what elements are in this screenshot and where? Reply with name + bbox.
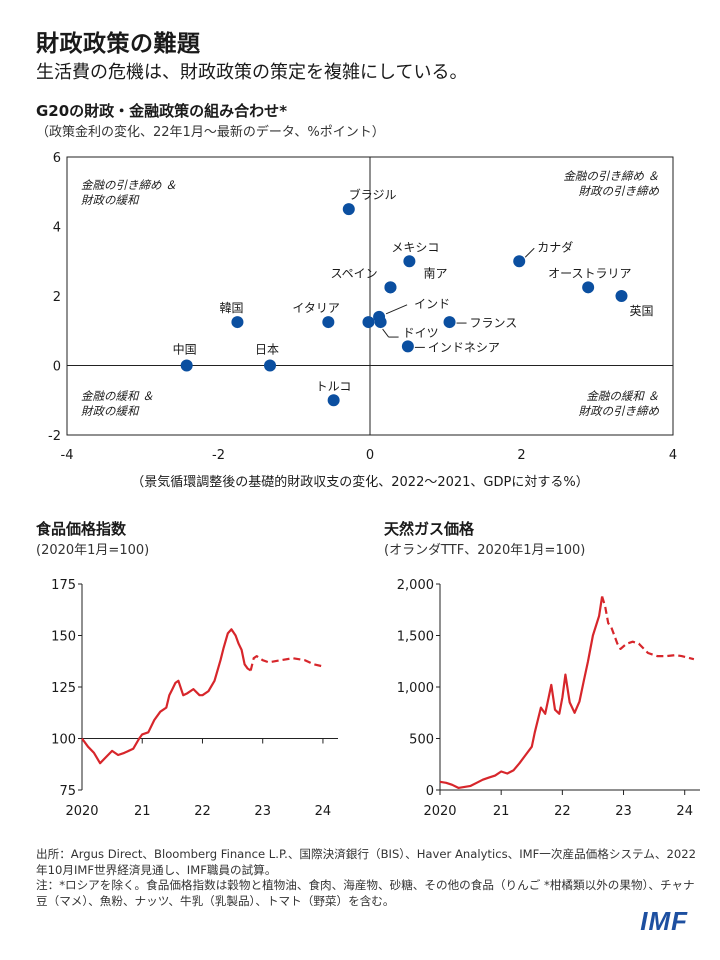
point-label: ドイツ — [403, 326, 439, 340]
scatter-point — [362, 316, 375, 329]
x-tick-label: 23 — [615, 804, 632, 819]
y-tick-label: 0 — [426, 784, 434, 799]
point-label: インドネシア — [428, 340, 500, 354]
scatter-point — [264, 359, 277, 372]
series-line-projection — [249, 655, 324, 671]
x-tick-label: 24 — [315, 804, 332, 819]
series-line-actual — [439, 596, 604, 789]
x-tick-label: 23 — [254, 804, 271, 819]
scatter-point — [374, 316, 387, 329]
quadrant-label: 金融の緩和 ＆ — [81, 389, 154, 403]
point-label: カナダ — [537, 239, 573, 254]
x-tick-label: 22 — [194, 804, 211, 819]
leader-line — [385, 304, 408, 315]
point-label: メキシコ — [391, 240, 439, 254]
quadrant-label: 財政の引き締め — [579, 184, 660, 198]
y-tick-label: 6 — [53, 151, 61, 166]
source-note: 出所：Argus Direct、Bloomberg Finance L.P.、国… — [36, 847, 696, 877]
y-tick-label: 500 — [409, 733, 434, 748]
scatter-point — [384, 281, 397, 294]
scatter-point — [322, 316, 335, 329]
x-tick-label: 21 — [134, 804, 151, 819]
x-tick-label: 0 — [366, 448, 374, 463]
y-tick-label: 2,000 — [397, 578, 434, 593]
page-title: 財政政策の難題 — [36, 31, 201, 57]
scatter-subtitle: （政策金利の変化、22年1月〜最新のデータ、%ポイント） — [36, 125, 385, 140]
point-label: 中国 — [173, 342, 197, 357]
scatter-title: G20の財政・金融政策の組み合わせ* — [36, 102, 288, 120]
x-tick-label: 24 — [676, 804, 693, 819]
x-tick-label: -2 — [212, 448, 225, 463]
y-tick-label: 2 — [53, 290, 61, 305]
scatter-point — [582, 281, 595, 294]
y-tick-label: 1,000 — [397, 681, 434, 696]
scatter-xlabel: （景気循環調整後の基礎的財政収支の変化、2022〜2021、GDPに対する%） — [131, 475, 589, 490]
point-label: イタリア — [292, 301, 340, 315]
scatter-point — [401, 340, 414, 353]
quadrant-label: 財政の緩和 — [81, 404, 140, 418]
scatter-point — [342, 203, 355, 216]
quadrant-label: 財政の緩和 — [81, 193, 140, 207]
quadrant-label: 金融の緩和 ＆ — [586, 389, 659, 403]
imf-logo: IMF — [640, 906, 688, 936]
x-tick-label: 4 — [669, 448, 677, 463]
x-tick-label: 21 — [493, 804, 510, 819]
y-tick-label: 4 — [53, 221, 61, 236]
scatter-point — [180, 359, 193, 372]
x-tick-label: -4 — [61, 448, 74, 463]
point-label: オーストラリア — [548, 266, 631, 280]
x-tick-label: 22 — [554, 804, 571, 819]
quadrant-label: 財政の引き締め — [579, 404, 660, 418]
scatter-point — [615, 290, 628, 302]
scatter-point — [443, 316, 456, 329]
y-tick-label: 100 — [51, 733, 76, 748]
x-tick-label: 2020 — [423, 804, 456, 819]
quadrant-label: 金融の引き締め ＆ — [563, 169, 659, 183]
y-tick-label: -2 — [48, 429, 61, 444]
scatter-point — [327, 394, 340, 407]
food-chart-title: 食品価格指数 — [36, 520, 127, 538]
point-label: ブラジル — [349, 187, 397, 202]
point-label: スペイン — [330, 266, 377, 280]
y-tick-label: 1,500 — [397, 630, 434, 645]
scatter-point — [403, 255, 416, 268]
leader-line — [524, 247, 535, 258]
x-tick-label: 2 — [517, 448, 525, 463]
y-tick-label: 75 — [59, 784, 76, 799]
gas-price-chart: 2,000 1,500 1,000 500 0 2020 21 22 23 24 — [397, 578, 700, 819]
gas-chart-title: 天然ガス価格 — [384, 520, 475, 538]
series-line-actual — [81, 628, 252, 765]
scatter-point — [231, 316, 244, 329]
gas-chart-subtitle: (オランダTTF、2020年1月=100) — [384, 543, 586, 558]
food-price-chart: 175 150 125 100 75 2020 21 22 23 24 — [51, 578, 338, 819]
scatter-point — [513, 255, 526, 268]
food-chart-subtitle: (2020年1月=100) — [36, 543, 150, 558]
point-label: 日本 — [255, 343, 279, 357]
footnote: 注：*ロシアを除く。食品価格指数は穀物と植物油、食肉、海産物、砂糖、その他の食品… — [36, 878, 695, 908]
y-tick-label: 125 — [51, 681, 76, 696]
point-label: 韓国 — [219, 301, 243, 315]
x-tick-label: 2020 — [65, 804, 98, 819]
y-tick-label: 150 — [51, 630, 76, 645]
notes: 出所：Argus Direct、Bloomberg Finance L.P.、国… — [36, 847, 696, 909]
y-tick-label: 175 — [51, 578, 76, 593]
point-label: トルコ — [316, 379, 352, 393]
point-label: インド — [414, 297, 450, 311]
page-subtitle: 生活費の危機は、財政政策の策定を複雑にしている。 — [36, 62, 468, 83]
series-line-projection — [601, 596, 695, 661]
point-label: フランス — [470, 316, 518, 330]
point-label: 南ア — [423, 265, 447, 280]
y-tick-label: 0 — [53, 360, 61, 375]
leader-line — [382, 328, 390, 338]
quadrant-label: 金融の引き締め ＆ — [81, 178, 177, 192]
point-label: 英国 — [629, 304, 653, 318]
